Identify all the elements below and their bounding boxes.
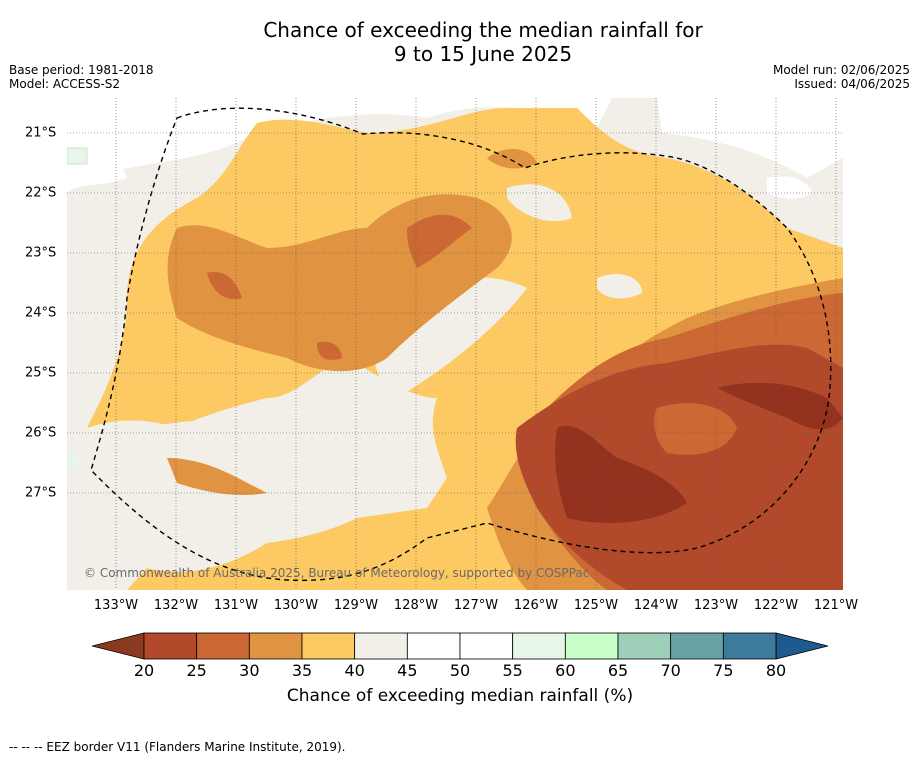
zone-under-20-b	[717, 382, 843, 430]
zone-40-45-interior-d	[147, 420, 377, 480]
lon-label-127w: 127°W	[453, 598, 499, 613]
colorbar-over-arrow	[775, 632, 829, 660]
colorbar-tick-30: 30	[239, 661, 260, 680]
colorbar-tick-45: 45	[397, 661, 418, 680]
colorbar-tick-70: 70	[660, 661, 681, 680]
colorbar-tick-75: 75	[713, 661, 734, 680]
model-name: Model: ACCESS-S2	[9, 77, 121, 91]
colorbar-bin-55-60	[512, 632, 566, 660]
colorbar-bin-60-65	[564, 632, 619, 660]
lon-label-131w: 131°W	[213, 598, 259, 613]
issued-date: Issued: 04/06/2025	[794, 77, 910, 91]
lon-label-130w: 130°W	[273, 598, 319, 613]
lat-label-27s: 27°S	[25, 485, 57, 501]
meta-right: Model run: 02/06/2025 Issued: 04/06/2025	[773, 63, 910, 91]
colorbar-bin-20-25	[143, 632, 198, 660]
lon-label-123w: 123°W	[693, 598, 739, 613]
colorbar-bin-45-50	[406, 632, 461, 660]
colorbar-bin-75-80	[722, 632, 777, 660]
colorbar-bins	[143, 632, 777, 660]
colorbar-tick-55: 55	[502, 661, 523, 680]
lon-label-129w: 129°W	[333, 598, 379, 613]
meta-left: Base period: 1981-2018 Model: ACCESS-S2	[9, 63, 154, 91]
colorbar-bin-40-45	[354, 632, 408, 660]
title-line-2: 9 to 15 June 2025	[393, 42, 573, 66]
colorbar-svg	[91, 632, 829, 660]
lon-label-125w: 125°W	[573, 598, 619, 613]
gridlines	[67, 98, 843, 590]
model-run: Model run: 02/06/2025	[772, 63, 910, 77]
zone-55-60-b	[67, 448, 79, 470]
lon-label-128w: 128°W	[393, 598, 439, 613]
colorbar-bin-50-55	[459, 632, 514, 660]
zone-55-60-a	[67, 147, 88, 165]
lon-label-122w: 122°W	[753, 598, 799, 613]
zone-40-45-interior-a	[507, 184, 572, 222]
lon-label-132w: 132°W	[153, 598, 199, 613]
map-title: Chance of exceeding the median rainfall …	[160, 18, 806, 66]
colorbar-bin-30-35	[248, 632, 303, 660]
colorbar-tick-20: 20	[133, 661, 155, 680]
map-svg	[67, 98, 843, 590]
colorbar-bin-35-40	[301, 632, 356, 660]
title-line-1: Chance of exceeding the median rainfall …	[263, 18, 703, 42]
copyright-notice: © Commonwealth of Australia 2025, Bureau…	[84, 566, 590, 580]
lat-label-22s: 22°S	[25, 185, 57, 201]
lat-label-23s: 23°S	[25, 245, 57, 261]
rainfall-map	[67, 98, 843, 590]
eez-footnote: -- -- -- EEZ border V11 (Flanders Marine…	[9, 740, 346, 754]
lon-label-121w: 121°W	[813, 598, 859, 613]
base-period: Base period: 1981-2018	[9, 63, 154, 77]
lat-label-24s: 24°S	[25, 305, 57, 321]
lat-label-21s: 21°S	[25, 125, 57, 141]
colorbar-label: Chance of exceeding median rainfall (%)	[286, 686, 634, 706]
colorbar-tick-25: 25	[186, 661, 207, 680]
zone-40-45-interior-b	[597, 273, 642, 299]
eez-border	[90, 107, 832, 582]
lon-label-126w: 126°W	[513, 598, 559, 613]
colorbar-tick-80: 80	[765, 661, 787, 680]
zone-45-50-b	[667, 98, 772, 133]
lon-label-133w: 133°W	[93, 598, 139, 613]
colorbar	[91, 632, 829, 660]
lat-label-25s: 25°S	[25, 365, 57, 381]
colorbar-tick-65: 65	[607, 661, 629, 680]
colorbar-tick-40: 40	[344, 661, 365, 680]
colorbar-under-arrow	[91, 632, 145, 660]
colorbar-tick-35: 35	[291, 661, 313, 680]
colorbar-tick-50: 50	[449, 661, 471, 680]
lat-label-26s: 26°S	[25, 425, 57, 441]
colorbar-bin-25-30	[196, 632, 250, 660]
zone-under-20-a	[555, 425, 687, 523]
colorbar-bin-70-75	[670, 632, 724, 660]
colorbar-tick-60: 60	[555, 661, 576, 680]
colorbar-bin-65-70	[617, 632, 672, 660]
lon-label-124w: 124°W	[633, 598, 679, 613]
